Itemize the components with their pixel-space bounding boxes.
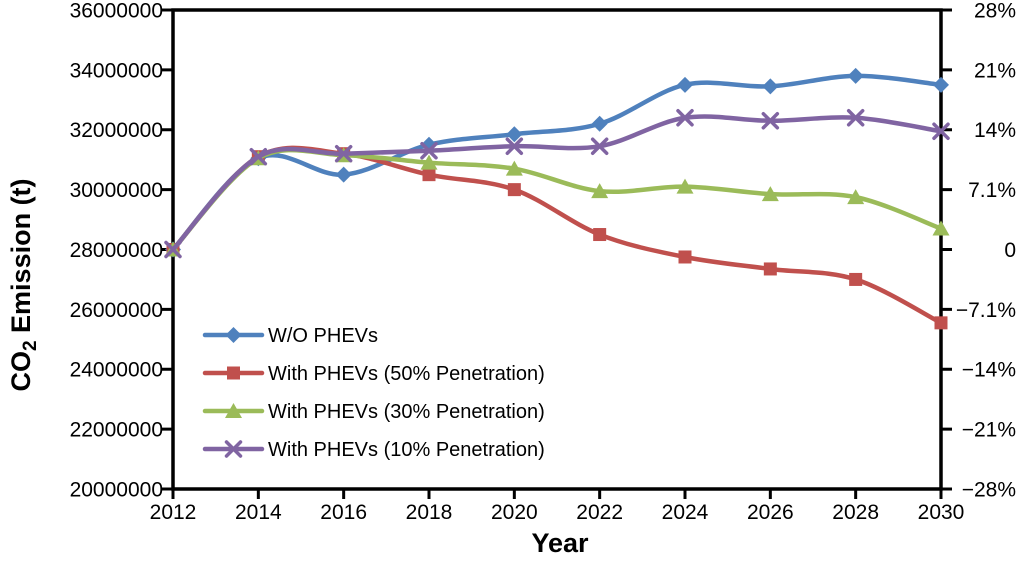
- marker-triangle: [505, 160, 523, 176]
- marker-x-stroke: [932, 122, 950, 140]
- y-axis-left-tick-label: 28000000: [70, 239, 163, 262]
- marker-triangle: [591, 183, 609, 199]
- y-axis-title: CO2 Emission (t): [6, 178, 41, 391]
- marker-x: [932, 122, 950, 140]
- marker-triangle: [225, 403, 242, 418]
- y-axis-right-tick-label: 7.1%: [968, 179, 1016, 202]
- marker-x: [761, 112, 780, 130]
- marker-x: [249, 147, 268, 166]
- y-axis-left-tick-label: 32000000: [70, 119, 163, 142]
- y-axis-left-tick-label: 34000000: [70, 59, 163, 82]
- marker-diamond: [677, 76, 693, 93]
- marker-diamond: [335, 166, 352, 183]
- marker-x-stroke: [334, 144, 353, 163]
- x-axis-tick-label: 2016: [320, 501, 367, 524]
- x-axis-tick-label: 2012: [150, 501, 197, 524]
- y-axis-left-tick-label: 30000000: [70, 179, 163, 202]
- x-axis-title: Year: [531, 528, 589, 558]
- marker-x-stroke: [224, 440, 243, 458]
- legend-label: W/O PHEVs: [268, 325, 378, 347]
- marker-square: [227, 366, 240, 380]
- marker-square: [593, 228, 607, 242]
- series-3: [164, 147, 950, 257]
- x-axis-tick-label: 2018: [406, 501, 453, 524]
- y-axis-right-tick-label: 0: [1004, 239, 1016, 262]
- series-line: [170, 145, 944, 326]
- marker-x: [505, 137, 524, 155]
- legend-label: With PHEVs (50% Penetration): [268, 363, 545, 385]
- series-line: [170, 147, 944, 252]
- marker-triangle: [420, 154, 438, 170]
- legend-label: With PHEVs (10% Penetration): [268, 439, 545, 461]
- y-axis-left-tick-label: 36000000: [70, 0, 163, 22]
- legend-label: With PHEVs (30% Penetration): [268, 401, 545, 423]
- marker-x-stroke: [761, 112, 780, 130]
- legend-item: W/O PHEVs: [202, 325, 378, 347]
- marker-diamond: [762, 78, 779, 95]
- legend-item: With PHEVs (10% Penetration): [202, 439, 545, 461]
- marker-x-stroke: [249, 147, 268, 166]
- marker-square: [678, 250, 692, 264]
- legend-item: With PHEVs (30% Penetration): [202, 401, 545, 423]
- x-axis-tick-label: 2030: [918, 501, 965, 524]
- marker-square: [849, 272, 863, 286]
- y-axis-right-tick-label: 21%: [974, 59, 1016, 82]
- x-axis-tick-label: 2014: [235, 501, 282, 524]
- marker-diamond: [591, 115, 608, 132]
- marker-x: [420, 141, 438, 160]
- marker-square: [934, 316, 948, 330]
- legend: W/O PHEVs With PHEVs (50% Penetration) Wit…: [202, 325, 545, 461]
- y-axis-left-tick-label: 24000000: [70, 359, 163, 382]
- marker-x: [846, 109, 865, 127]
- marker-square: [507, 183, 521, 197]
- series-line: [170, 73, 944, 252]
- y-axis-right-tick-label: 14%: [974, 119, 1016, 142]
- marker-triangle: [847, 189, 865, 205]
- y-axis-right-tick-label: −7.1%: [956, 299, 1016, 322]
- marker-x-stroke: [590, 137, 609, 155]
- series-4: [164, 109, 950, 259]
- marker-diamond: [933, 76, 949, 93]
- series-2: [166, 145, 948, 330]
- x-axis-tick-label: 2026: [747, 501, 794, 524]
- marker-x: [590, 137, 609, 155]
- y-axis-right-tick-label: −28%: [962, 478, 1016, 501]
- y-axis-left-tick-label: 26000000: [70, 299, 163, 322]
- y-axis-left-tick-label: 22000000: [70, 419, 163, 442]
- x-axis-tick-label: 2024: [662, 501, 709, 524]
- marker-triangle: [761, 186, 779, 202]
- marker-diamond: [225, 327, 242, 343]
- marker-x: [676, 109, 694, 127]
- x-axis-tick-label: 2028: [832, 501, 879, 524]
- legend-item: With PHEVs (50% Penetration): [202, 363, 545, 385]
- marker-x: [164, 240, 182, 259]
- marker-square: [763, 262, 777, 276]
- y-axis-right-tick-label: 28%: [974, 0, 1016, 22]
- marker-diamond: [847, 67, 864, 84]
- marker-x-stroke: [846, 109, 865, 127]
- x-axis-tick-label: 2022: [576, 501, 623, 524]
- series-1: [165, 67, 949, 258]
- marker-diamond: [506, 126, 523, 143]
- y-axis-right-tick-label: −14%: [962, 359, 1016, 382]
- series-line: [170, 114, 944, 252]
- y-axis-right-tick-label: −21%: [962, 419, 1016, 442]
- marker-x-stroke: [420, 141, 438, 160]
- marker-x-stroke: [505, 137, 524, 155]
- y-axis-left-tick-label: 20000000: [70, 478, 163, 501]
- marker-triangle: [932, 220, 950, 236]
- marker-x-stroke: [676, 109, 694, 127]
- marker-triangle: [676, 178, 694, 194]
- marker-x: [334, 144, 353, 163]
- marker-x: [224, 440, 243, 458]
- marker-square: [422, 168, 436, 182]
- marker-x-stroke: [164, 240, 182, 259]
- x-axis-tick-label: 2020: [491, 501, 538, 524]
